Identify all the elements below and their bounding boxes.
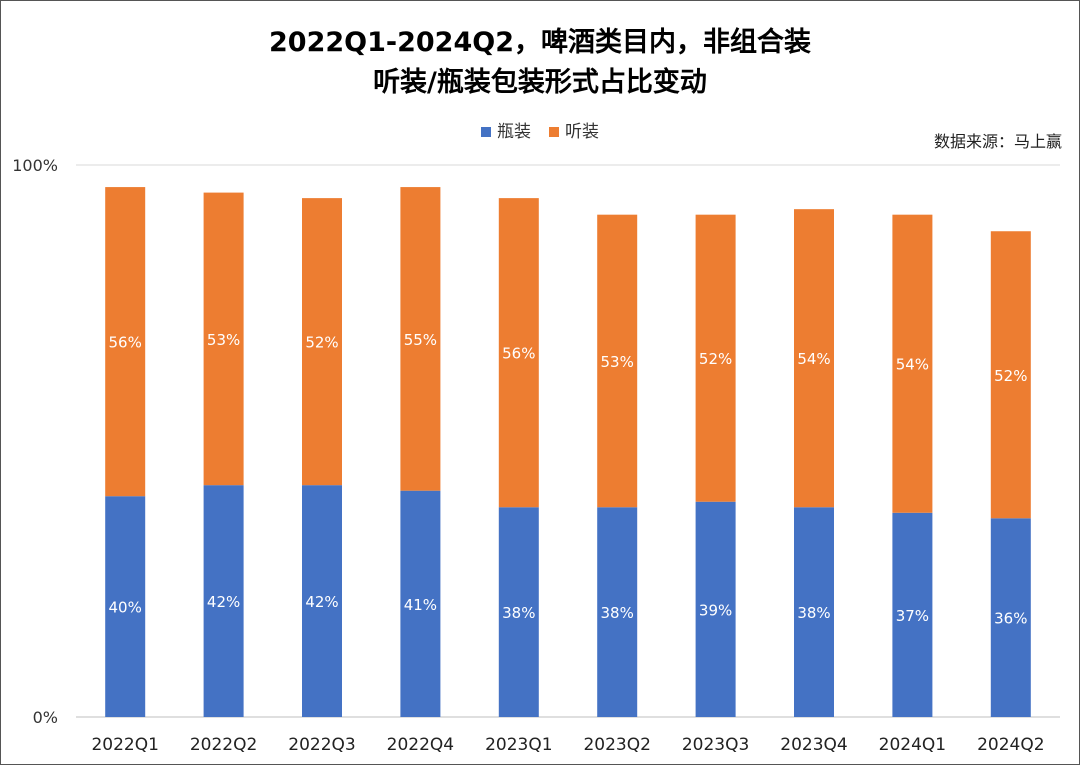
legend: 瓶装 听装 [0, 117, 1080, 142]
legend-swatch-can [549, 127, 559, 137]
data-label: 52% [699, 350, 732, 368]
x-tick-label: 2024Q2 [977, 735, 1044, 755]
bar-can [498, 198, 539, 508]
source-note: 数据来源：马上赢 [933, 132, 1062, 151]
data-label: 37% [896, 607, 929, 625]
data-label: 56% [502, 345, 535, 363]
x-tick-label: 2023Q3 [682, 735, 749, 755]
data-label: 53% [207, 331, 240, 349]
data-label: 42% [207, 593, 240, 611]
bar-can [597, 214, 638, 508]
x-tick-label: 2023Q1 [485, 735, 552, 755]
data-label: 38% [797, 604, 830, 622]
legend-label-bottle: 瓶装 [497, 122, 531, 142]
bar-bottle [794, 507, 834, 717]
chart-title-line2: 听装/瓶装包装形式占比变动 [373, 67, 707, 98]
data-label: 38% [601, 604, 634, 622]
x-tick-label: 2023Q4 [780, 735, 847, 755]
x-tick-label: 2024Q1 [879, 735, 946, 755]
x-tick-label: 2022Q2 [190, 735, 257, 755]
data-label: 53% [601, 353, 634, 371]
bar-bottle [203, 485, 244, 717]
bar-bottle [695, 501, 736, 717]
data-label: 54% [797, 350, 830, 368]
bar-can [105, 187, 146, 497]
y-tick-label: 0% [33, 708, 58, 727]
bar-can [794, 209, 834, 508]
bar-bottle [400, 490, 441, 717]
x-tick-label: 2022Q3 [288, 735, 355, 755]
data-label: 54% [896, 356, 929, 374]
chart-title-line1: 2022Q1-2024Q2，啤酒类目内，非组合装 [269, 27, 811, 58]
bar-can [302, 198, 342, 486]
x-tick-label: 2023Q2 [583, 735, 650, 755]
bar-bottle [302, 485, 342, 717]
legend-label-can: 听装 [565, 122, 599, 142]
data-label: 55% [404, 331, 437, 349]
bar-bottle [990, 518, 1031, 717]
bar-can [203, 192, 244, 486]
bar-can [990, 231, 1031, 519]
legend-item-can: 听装 [549, 117, 599, 142]
data-label: 52% [305, 334, 338, 352]
data-label: 39% [699, 601, 732, 619]
bar-can [400, 187, 441, 491]
data-label: 36% [994, 610, 1027, 628]
bar-can [892, 214, 933, 513]
data-label: 38% [502, 604, 535, 622]
data-label: 40% [109, 599, 142, 617]
bar-bottle [498, 507, 539, 717]
data-label: 41% [404, 596, 437, 614]
legend-item-bottle: 瓶装 [481, 117, 531, 142]
data-label: 52% [994, 367, 1027, 385]
bar-bottle [892, 512, 933, 717]
data-label: 42% [305, 593, 338, 611]
x-tick-label: 2022Q4 [387, 735, 454, 755]
bar-bottle [597, 507, 638, 717]
x-tick-label: 2022Q1 [91, 735, 158, 755]
legend-swatch-bottle [481, 127, 491, 137]
y-tick-label: 100% [12, 156, 58, 175]
data-label: 56% [109, 334, 142, 352]
bar-bottle [105, 496, 146, 717]
bar-can [695, 214, 736, 502]
